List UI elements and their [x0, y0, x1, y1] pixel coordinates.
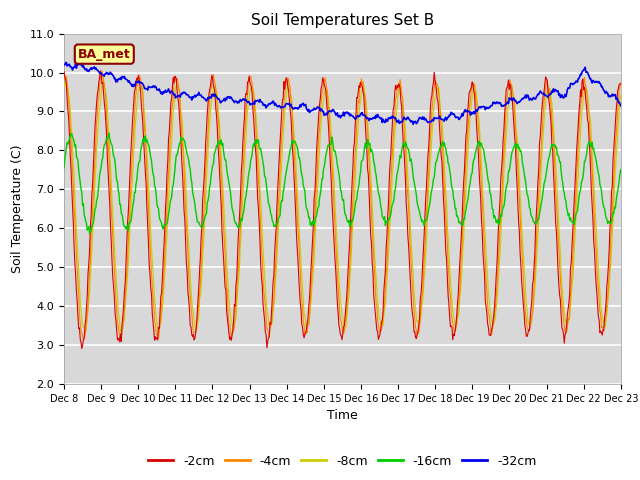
X-axis label: Time: Time — [327, 409, 358, 422]
Y-axis label: Soil Temperature (C): Soil Temperature (C) — [11, 144, 24, 273]
Title: Soil Temperatures Set B: Soil Temperatures Set B — [251, 13, 434, 28]
Text: BA_met: BA_met — [78, 48, 131, 60]
Legend: -2cm, -4cm, -8cm, -16cm, -32cm: -2cm, -4cm, -8cm, -16cm, -32cm — [143, 450, 541, 473]
